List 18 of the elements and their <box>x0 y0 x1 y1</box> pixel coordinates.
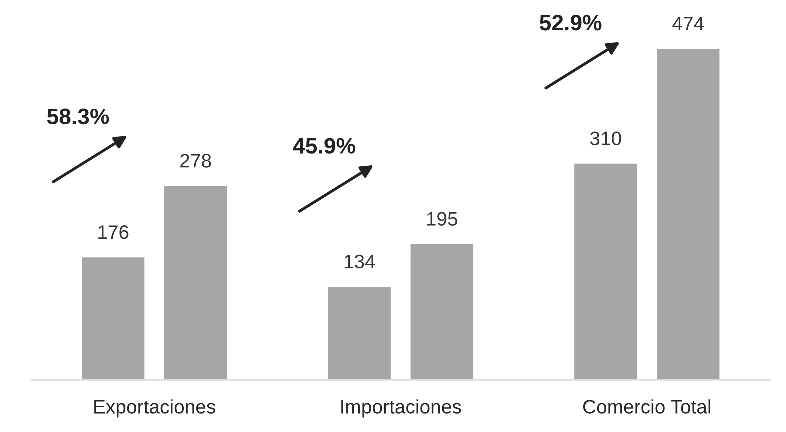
bar <box>326 286 392 380</box>
data-label: 176 <box>98 225 129 240</box>
data-label: 310 <box>590 132 622 146</box>
x-tick-label: Exportaciones <box>94 400 216 418</box>
x-tick-label: Comercio Total <box>583 400 711 414</box>
data-label: 278 <box>180 154 212 168</box>
data-label: 474 <box>672 17 704 31</box>
data-label: 195 <box>427 212 458 226</box>
bar <box>656 48 722 380</box>
bar <box>573 162 639 380</box>
bar <box>80 256 146 380</box>
text: 52.9% <box>540 15 602 31</box>
bar <box>163 184 229 380</box>
annotation: 45.9% <box>293 138 356 154</box>
x-tick-label: Importaciones <box>342 400 462 418</box>
data-label: 134 <box>344 254 376 269</box>
annotation: 58.3% <box>47 108 110 125</box>
bar <box>409 243 475 380</box>
